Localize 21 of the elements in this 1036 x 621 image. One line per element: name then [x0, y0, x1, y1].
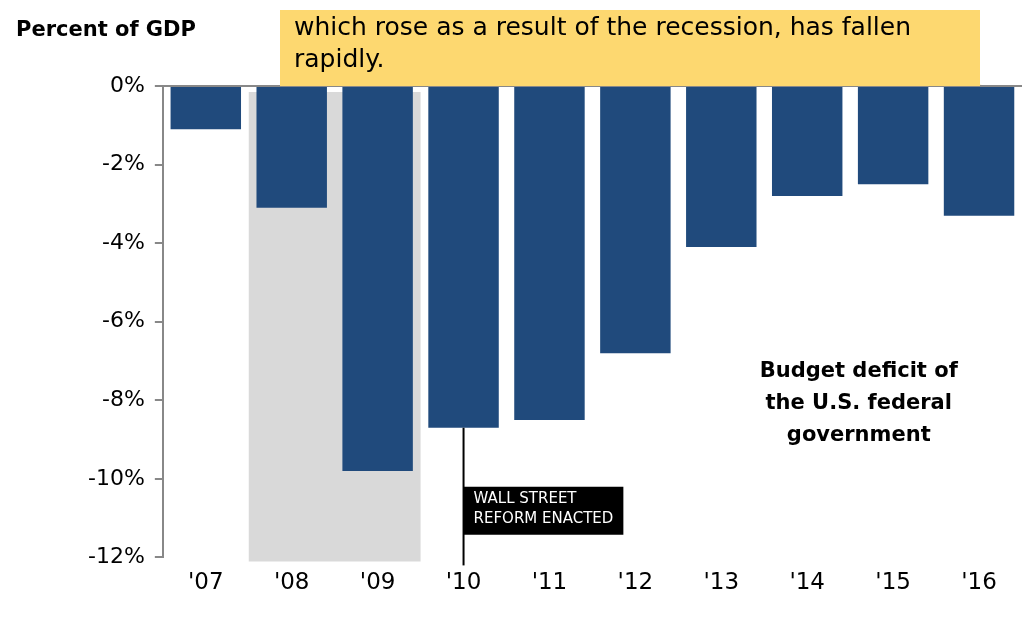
- text: which rose as a result of the recession, has fallen rapidly.: [294, 12, 912, 73]
- x-tick-label: '07: [188, 568, 224, 595]
- x-tick-label: '15: [875, 568, 911, 595]
- y-tick-label: -12%: [87, 543, 145, 569]
- y-tick-label: -2%: [101, 150, 145, 176]
- annotation: Budget deficit of the U.S. federal government: [759, 357, 959, 446]
- x-tick-label: '09: [359, 568, 396, 595]
- x-tick-label: '10: [445, 568, 482, 595]
- x-tick-label: '13: [703, 568, 740, 595]
- x-tick-label: '16: [961, 568, 997, 595]
- ref-line-label: WALL STREET REFORM ENACTED: [473, 489, 614, 528]
- x-tick-label: '11: [531, 568, 568, 595]
- y-tick-label: 0%: [109, 71, 145, 97]
- x-tick-label: '14: [789, 568, 826, 595]
- y-tick-label: -4%: [101, 228, 145, 254]
- y-axis-title: Percent of GDP: [16, 16, 196, 41]
- y-tick-label: -6%: [101, 307, 145, 333]
- x-tick-label: '08: [273, 568, 310, 595]
- x-tick-label: '12: [617, 568, 654, 595]
- y-tick-label: -8%: [101, 385, 145, 411]
- y-tick-label: -10%: [87, 464, 145, 490]
